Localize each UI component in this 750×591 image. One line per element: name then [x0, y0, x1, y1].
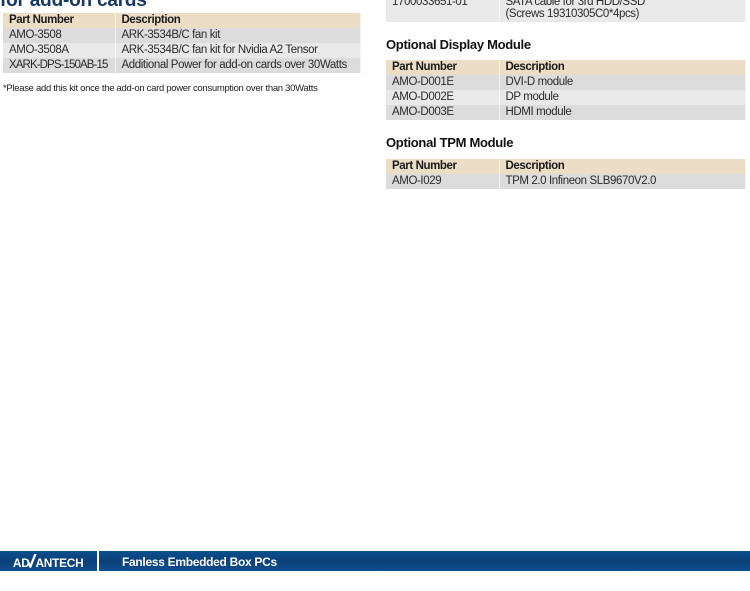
svg-text:AD: AD — [13, 555, 30, 569]
svg-text:ANTECH: ANTECH — [35, 555, 83, 569]
